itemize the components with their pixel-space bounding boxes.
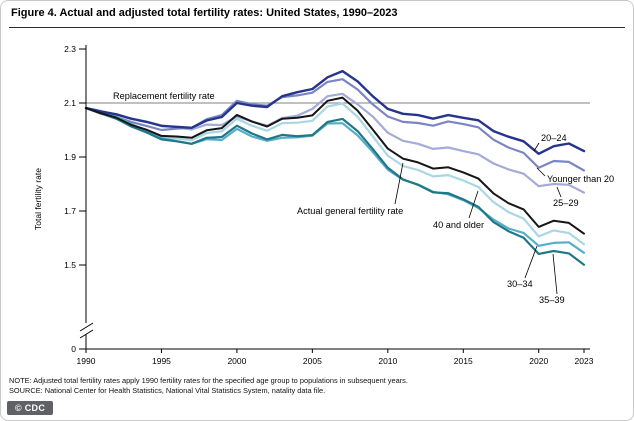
series-line-40 and older	[84, 102, 586, 246]
annotation-label: 30–34	[507, 279, 533, 289]
y-tick-label: 0	[71, 344, 76, 354]
annotation-label: 20–24	[541, 133, 567, 143]
series-line-Younger than 20	[84, 78, 586, 172]
annotation-label: 35–39	[539, 295, 565, 305]
figure-title: Figure 4. Actual and adjusted total fert…	[11, 7, 398, 19]
source-text: SOURCE: National Center for Health Stati…	[9, 386, 326, 396]
x-tick-label: 1990	[77, 356, 96, 366]
y-tick-label: 2.1	[64, 98, 76, 108]
annotation-label: 40 and older	[433, 220, 484, 230]
y-tick-label: 1.9	[64, 152, 76, 162]
annotation-label: Younger than 20	[547, 174, 614, 184]
annotation-leader	[536, 167, 546, 177]
series-line-Actual general fertility rate	[85, 96, 585, 235]
x-tick-label: 2010	[378, 356, 397, 366]
chart-notes: NOTE: Adjusted total fertility rates app…	[9, 376, 625, 397]
x-tick-label: 2000	[227, 356, 246, 366]
y-tick-label: 2.3	[64, 44, 76, 54]
axis-break-icon	[79, 322, 94, 332]
cdc-credit-badge: © CDC	[7, 401, 54, 415]
x-tick-label: 1995	[152, 356, 171, 366]
y-tick-label: 1.5	[64, 260, 76, 270]
annotation-leader	[524, 245, 538, 279]
annotation-leader	[533, 142, 540, 152]
annotation-leader	[468, 190, 479, 219]
x-tick-label: 2005	[303, 356, 322, 366]
x-tick-label: 2023	[575, 356, 594, 366]
series-line-20–24	[84, 69, 586, 156]
axis-break-icon	[79, 329, 94, 339]
y-axis-title: Total fertility rate	[33, 168, 43, 230]
x-tick-label: 2015	[454, 356, 473, 366]
series-line-25–29	[84, 92, 586, 194]
annotation-label: 25–29	[553, 198, 579, 208]
annotation-label: Replacement fertility rate	[113, 91, 215, 101]
title-rule	[9, 27, 625, 28]
annotation-leader	[394, 162, 404, 205]
annotation-label: Actual general fertility rate	[297, 206, 403, 216]
annotation-leader	[556, 186, 562, 198]
series-line-35–39	[84, 106, 586, 266]
note-text: NOTE: Adjusted total fertility rates app…	[9, 376, 408, 385]
annotation-leader	[552, 253, 558, 295]
y-tick-label: 1.7	[64, 206, 76, 216]
x-tick-label: 2020	[529, 356, 548, 366]
